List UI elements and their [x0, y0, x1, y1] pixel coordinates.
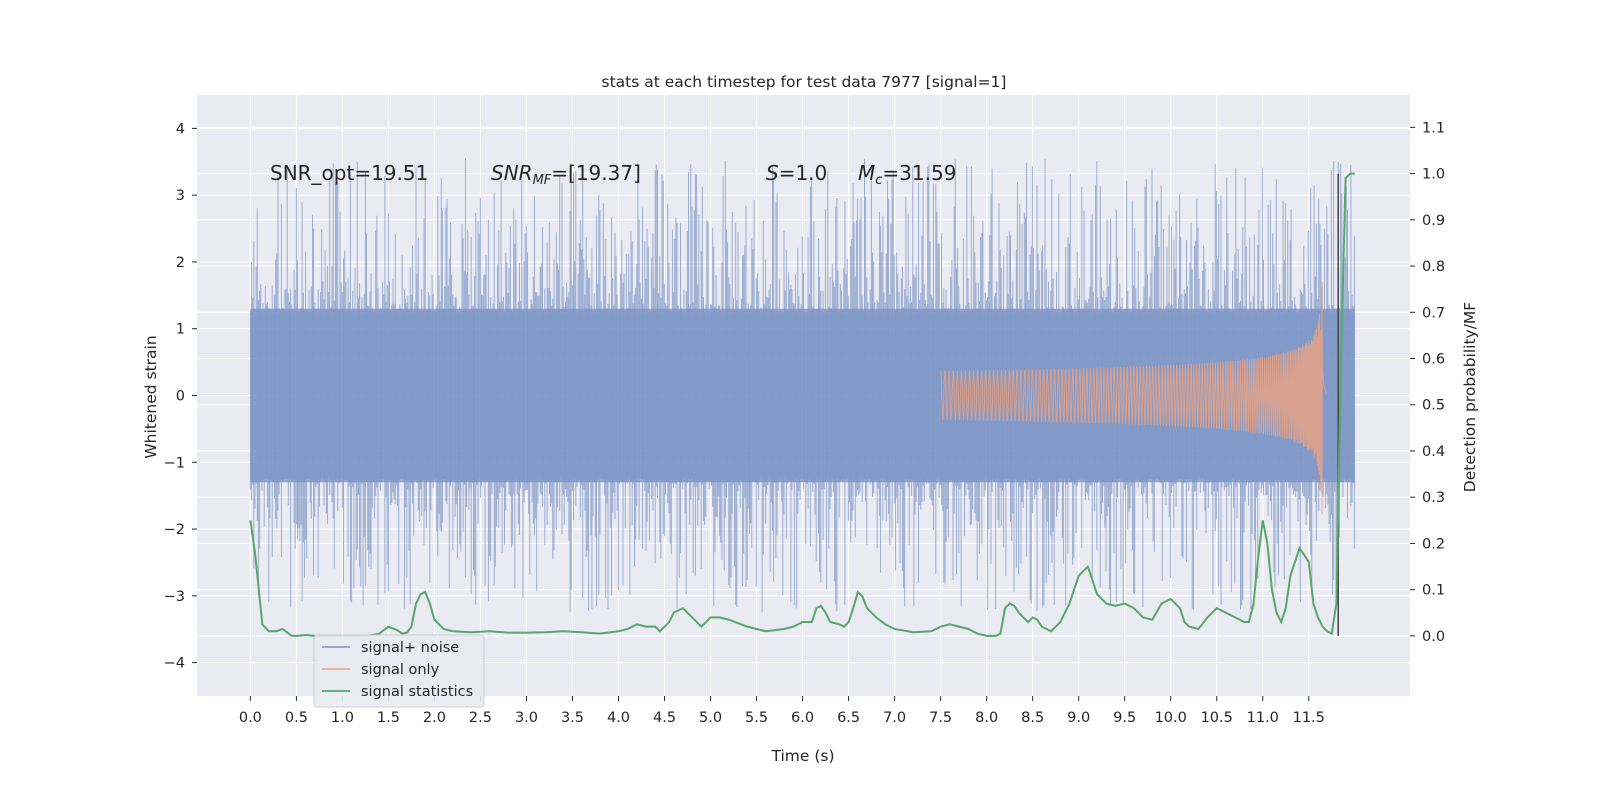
y2-tick-label-8: 0.8 — [1422, 259, 1445, 275]
x-tick-label-8: 4.0 — [607, 710, 630, 726]
legend: signal+ noise signal only signal statist… — [313, 634, 485, 708]
x-tick-label-5: 2.5 — [469, 710, 492, 726]
x-tick-label-3: 1.5 — [377, 710, 400, 726]
y2-axis-label: Detection probability/MF — [1461, 302, 1479, 493]
y-tick-label-4: 0 — [176, 389, 185, 405]
series-signal-statistics — [249, 172, 1355, 637]
x-tick-label-18: 9.0 — [1067, 710, 1090, 726]
x-tick-label-15: 7.5 — [929, 710, 952, 726]
y-axis-label: Whitened strain — [142, 335, 160, 458]
x-tick-label-4: 2.0 — [423, 710, 446, 726]
y-tick-label-6: 2 — [176, 255, 185, 271]
x-tick-label-12: 6.0 — [791, 710, 814, 726]
x-tick-label-10: 5.0 — [699, 710, 722, 726]
x-tick-label-19: 9.5 — [1113, 710, 1136, 726]
y2-tick-label-11: 1.1 — [1422, 120, 1445, 136]
x-tick-label-1: 0.5 — [285, 710, 308, 726]
annotation-snr-opt: SNR_opt=19.51 — [270, 161, 428, 185]
annotation-s: S=1.0 — [766, 161, 827, 185]
chart-title: stats at each timestep for test data 797… — [602, 73, 1007, 91]
legend-label-signal-statistics: signal statistics — [361, 684, 473, 700]
annotation-mc: Mc=31.59 — [858, 161, 956, 188]
y2-tick-label-5: 0.5 — [1422, 398, 1445, 414]
y-axis-ticks: −4 −3 −2 −1 0 1 2 3 4 — [164, 121, 197, 672]
x-axis-ticks: 0.0 0.5 1.0 1.5 2.0 2.5 3.0 3.5 4.0 4.5 5.0 5.5 6.0 6… — [239, 696, 1325, 726]
x-tick-label-11: 5.5 — [745, 710, 768, 726]
y2-tick-label-0: 0.0 — [1422, 629, 1445, 645]
y2-tick-label-6: 0.6 — [1422, 352, 1445, 368]
legend-label-signal-only: signal only — [361, 662, 440, 678]
y2-tick-label-10: 1.0 — [1422, 167, 1445, 183]
x-tick-label-6: 3.0 — [515, 710, 538, 726]
x-tick-label-21: 10.5 — [1201, 710, 1233, 726]
legend-label-signal-noise: signal+ noise — [361, 640, 459, 656]
y2-axis-ticks: 0.0 0.1 0.2 0.3 0.4 0.5 0.6 0.7 0.8 0.9 1.0 1.1 — [1410, 120, 1445, 645]
x-tick-label-2: 1.0 — [331, 710, 354, 726]
x-tick-label-17: 8.5 — [1021, 710, 1044, 726]
x-tick-label-7: 3.5 — [561, 710, 584, 726]
y-tick-label-7: 3 — [176, 188, 185, 204]
y2-tick-label-3: 0.3 — [1422, 490, 1445, 506]
y-tick-label-8: 4 — [176, 121, 185, 137]
y-tick-label-3: −1 — [164, 455, 185, 471]
data-layer — [249, 158, 1355, 637]
x-axis-label: Time (s) — [770, 747, 834, 765]
x-tick-label-9: 4.5 — [653, 710, 676, 726]
x-tick-label-16: 8.0 — [975, 710, 998, 726]
legend-box — [313, 634, 485, 708]
x-tick-label-13: 6.5 — [837, 710, 860, 726]
series-signal-only — [940, 282, 1328, 515]
y2-tick-label-9: 0.9 — [1422, 213, 1445, 229]
y2-tick-label-1: 0.1 — [1422, 583, 1445, 599]
x-tick-label-20: 10.0 — [1155, 710, 1187, 726]
x-tick-label-0: 0.0 — [239, 710, 262, 726]
x-tick-label-22: 11.0 — [1247, 710, 1279, 726]
annotation-snr-mf: SNRMF=[19.37] — [491, 161, 641, 188]
y-tick-label-1: −3 — [164, 589, 185, 605]
x-tick-label-23: 11.5 — [1293, 710, 1325, 726]
y-tick-label-5: 1 — [176, 322, 185, 338]
y-tick-label-0: −4 — [164, 656, 185, 672]
y-tick-label-2: −2 — [164, 522, 185, 538]
y2-tick-label-4: 0.4 — [1422, 444, 1445, 460]
y2-tick-label-2: 0.2 — [1422, 536, 1445, 552]
y2-tick-label-7: 0.7 — [1422, 305, 1445, 321]
x-tick-label-14: 7.0 — [883, 710, 906, 726]
